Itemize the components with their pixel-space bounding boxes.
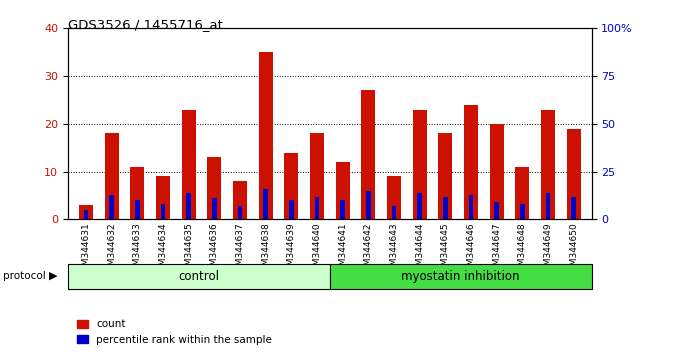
Bar: [131, 167, 144, 219]
Bar: [310, 133, 324, 219]
Bar: [233, 181, 247, 219]
Bar: [443, 196, 447, 219]
Bar: [413, 110, 426, 219]
Bar: [212, 199, 217, 219]
Bar: [387, 176, 401, 219]
Text: ▶: ▶: [49, 271, 57, 281]
Bar: [361, 91, 375, 219]
Bar: [160, 204, 165, 219]
Bar: [438, 133, 452, 219]
Bar: [340, 200, 345, 219]
Bar: [263, 189, 268, 219]
Bar: [490, 124, 504, 219]
Bar: [258, 52, 273, 219]
Bar: [464, 105, 478, 219]
Bar: [541, 110, 555, 219]
Bar: [186, 193, 191, 219]
Text: protocol: protocol: [3, 271, 46, 281]
Bar: [515, 167, 529, 219]
Bar: [79, 205, 93, 219]
Bar: [494, 202, 499, 219]
Bar: [366, 191, 371, 219]
Text: control: control: [178, 270, 220, 282]
Bar: [418, 193, 422, 219]
Bar: [207, 157, 222, 219]
Bar: [284, 153, 299, 219]
Legend: count, percentile rank within the sample: count, percentile rank within the sample: [73, 315, 276, 349]
Bar: [289, 200, 294, 219]
Bar: [237, 206, 242, 219]
Text: GDS3526 / 1455716_at: GDS3526 / 1455716_at: [68, 18, 223, 31]
Text: myostatin inhibition: myostatin inhibition: [401, 270, 520, 282]
Bar: [545, 193, 550, 219]
Bar: [315, 196, 320, 219]
Bar: [566, 129, 581, 219]
Bar: [571, 196, 576, 219]
Bar: [182, 110, 196, 219]
Bar: [109, 195, 114, 219]
Bar: [392, 206, 396, 219]
Bar: [469, 195, 473, 219]
Bar: [156, 176, 170, 219]
Bar: [520, 204, 524, 219]
Bar: [135, 200, 139, 219]
Bar: [335, 162, 350, 219]
Bar: [105, 133, 119, 219]
Bar: [84, 210, 88, 219]
